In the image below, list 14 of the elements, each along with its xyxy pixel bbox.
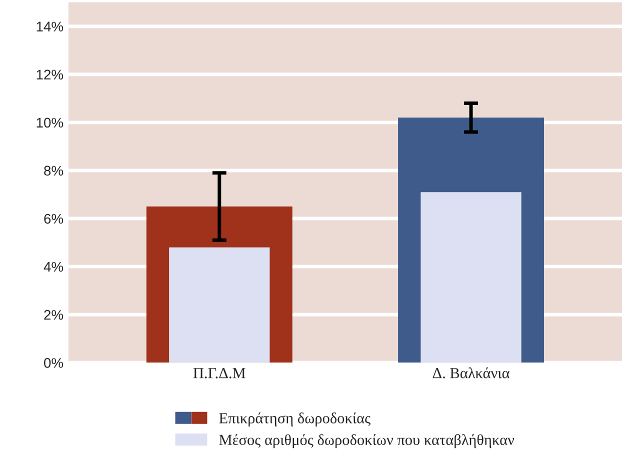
- y-tick-label: 4%: [44, 262, 64, 272]
- y-tick-label: 2%: [44, 310, 64, 320]
- y-tick-label: 0%: [44, 358, 64, 368]
- y-tick-label: 10%: [36, 118, 64, 128]
- x-tick-label: Π.Γ.Δ.Μ: [193, 368, 246, 378]
- x-tick-label: Δ. Βαλκάνια: [432, 367, 510, 378]
- bar: [169, 247, 270, 363]
- bar: [420, 192, 522, 363]
- y-tick-label: 8%: [44, 166, 64, 176]
- y-tick-label: 12%: [36, 70, 64, 80]
- y-tick-label: 6%: [44, 214, 64, 224]
- legend-label: Μέσος αριθμός δωροδοκίων που καταβλήθηκαν: [219, 434, 514, 448]
- y-tick-label: 14%: [36, 22, 64, 32]
- legend-label: Επικράτηση δωροδοκίας: [219, 412, 370, 426]
